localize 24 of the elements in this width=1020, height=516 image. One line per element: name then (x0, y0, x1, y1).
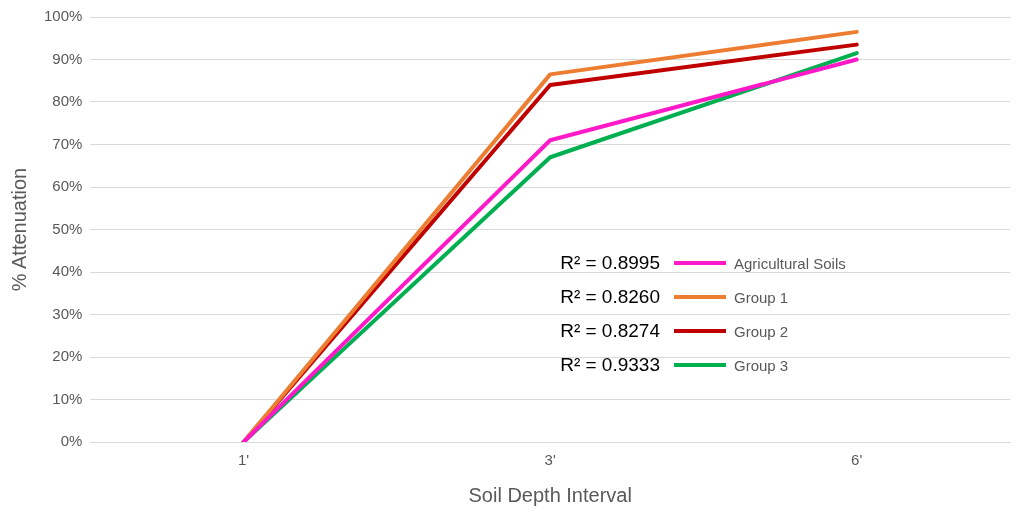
x-tick-label: 1' (238, 451, 250, 469)
y-tick-label: 90% (52, 49, 83, 67)
annotation: R² = 0.9333 (559, 354, 660, 376)
annotation: R² = 0.8995 (559, 252, 660, 274)
y-tick-label: 100% (43, 7, 83, 25)
y-axis-title: % Attenuation (7, 167, 30, 292)
y-tick-label: 50% (52, 219, 83, 237)
x-axis-title: Soil Depth Interval (468, 483, 632, 506)
y-tick-label: 80% (52, 92, 83, 110)
legend-label: Group 1 (734, 288, 789, 306)
legend-label: Agricultural Soils (734, 254, 846, 272)
y-tick-label: 30% (52, 304, 83, 322)
y-tick-label: 60% (52, 177, 83, 195)
y-tick-label: 10% (52, 389, 83, 407)
y-tick-label: 20% (52, 347, 83, 365)
legend-label: Group 3 (734, 356, 789, 374)
annotation: R² = 0.8260 (559, 286, 660, 308)
x-tick-label: 3' (544, 451, 556, 469)
y-tick-label: 0% (60, 432, 83, 450)
annotation: R² = 0.8274 (559, 320, 660, 342)
y-tick-label: 70% (52, 134, 83, 152)
x-tick-label: 6' (851, 451, 863, 469)
y-tick-label: 40% (52, 262, 83, 280)
legend-label: Group 2 (734, 322, 789, 340)
